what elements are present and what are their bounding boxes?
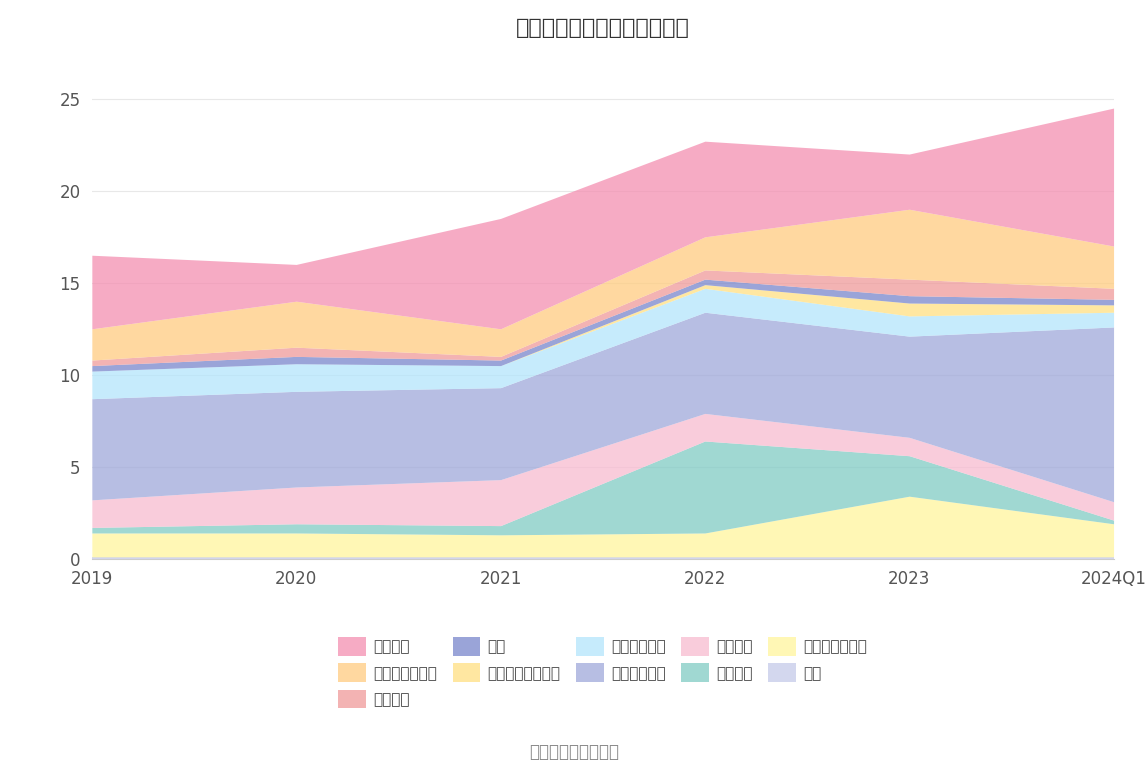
Legend: 货币资金, 交易性金融资产, 应收账款, 存货, 其他债权投资合计, 长期股权投资, 投资性房地产, 固定资产, 在建工程, 其他非流动资产, 其它: 货币资金, 交易性金融资产, 应收账款, 存货, 其他债权投资合计, 长期股权投… (332, 631, 874, 715)
Text: 数据来源：恒生聚源: 数据来源：恒生聚源 (529, 743, 619, 760)
Title: 历年主要资产堆积图（亿元）: 历年主要资产堆积图（亿元） (515, 19, 690, 38)
